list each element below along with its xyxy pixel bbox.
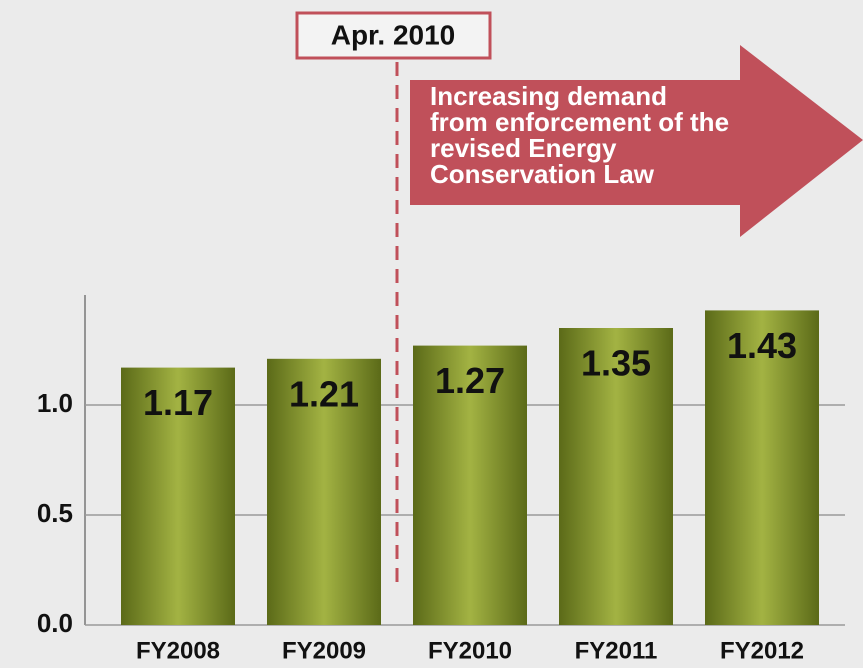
arrow-text: Conservation Law (430, 159, 655, 189)
arrow-text: Increasing demand (430, 81, 667, 111)
value-label: 1.43 (727, 325, 797, 366)
bar (267, 358, 381, 625)
x-tick-label: FY2010 (428, 637, 512, 664)
value-label: 1.17 (143, 382, 213, 423)
value-label: 1.35 (581, 343, 651, 384)
arrow (410, 45, 863, 237)
x-tick-label: FY2012 (720, 637, 804, 664)
annotation-box (295, 11, 492, 60)
y-tick-label: 0.0 (37, 608, 73, 638)
bar (705, 310, 819, 625)
x-tick-label: FY2009 (282, 637, 366, 664)
value-label: 1.27 (435, 360, 505, 401)
annotation-label: Apr. 2010 (331, 19, 456, 50)
bar (121, 367, 235, 625)
x-tick-label: FY2011 (575, 637, 658, 664)
bar (413, 345, 527, 625)
bar (559, 328, 673, 625)
y-tick-label: 1.0 (37, 388, 73, 418)
value-label: 1.21 (289, 373, 359, 414)
arrow-text: from enforcement of the (430, 107, 729, 137)
arrow-text: revised Energy (430, 133, 617, 163)
y-tick-label: 0.5 (37, 498, 73, 528)
x-tick-label: FY2008 (136, 637, 220, 664)
